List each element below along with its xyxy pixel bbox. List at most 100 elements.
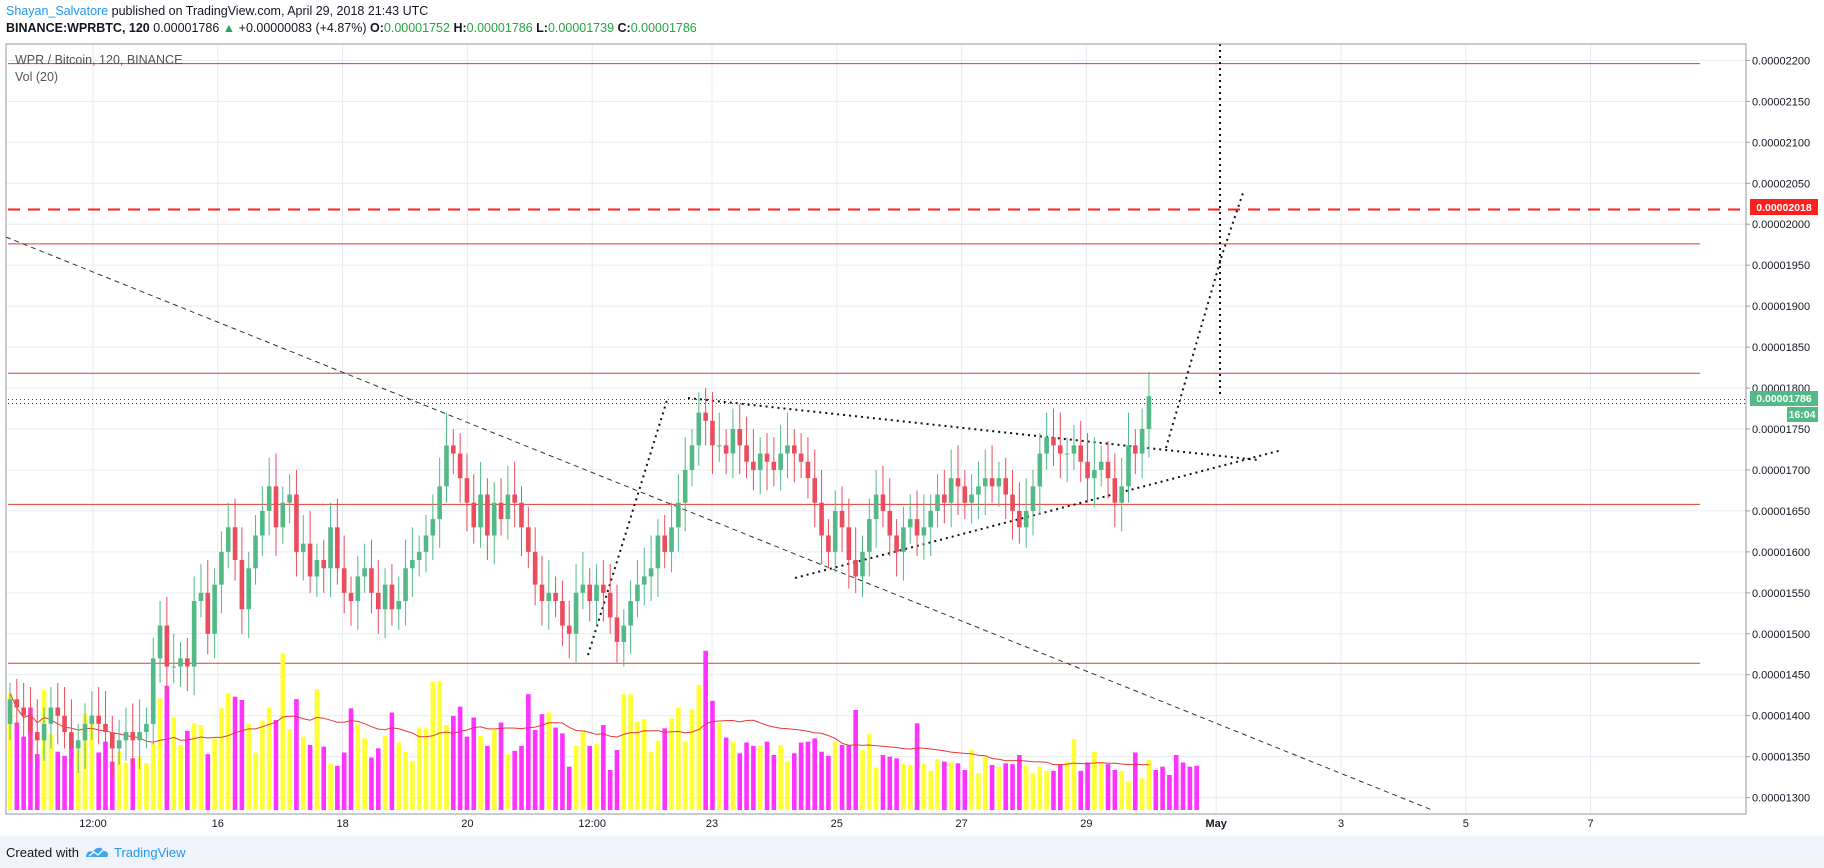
volume-bar <box>96 752 101 810</box>
volume-bar <box>901 764 906 810</box>
volume-bar <box>103 741 108 810</box>
volume-bars <box>7 650 1199 810</box>
candle-body <box>382 584 388 610</box>
volume-legend[interactable]: Vol (20) <box>15 70 58 84</box>
volume-bar <box>341 752 347 810</box>
candle-body <box>669 527 674 552</box>
candle-body <box>716 445 722 447</box>
volume-bar <box>744 742 749 810</box>
time-tick-label: 18 <box>336 818 348 830</box>
candle-body <box>607 592 613 618</box>
candle-body <box>730 429 736 454</box>
candle-body <box>219 551 224 585</box>
price-tick-label: 0.00002050 <box>1752 178 1810 190</box>
candle-body <box>566 625 572 634</box>
candle-body <box>614 617 620 642</box>
volume-bar <box>280 653 286 810</box>
author-link[interactable]: Shayan_Salvatore <box>6 4 109 18</box>
candle-body <box>662 535 668 552</box>
price-tick-label: 0.00001300 <box>1752 793 1810 805</box>
time-tick-label: 25 <box>831 818 843 830</box>
candle-body <box>1030 486 1036 511</box>
volume-bar <box>669 718 674 810</box>
tradingview-link[interactable]: TradingView <box>114 845 186 860</box>
candle-body <box>362 568 367 577</box>
volume-bar <box>55 751 61 810</box>
volume-bar <box>157 698 163 810</box>
price-axis[interactable]: 0.00001300 0.00001350 0.00001400 0.00001450… <box>1746 55 1810 805</box>
candle-body <box>1112 478 1118 503</box>
volume-bar <box>1133 752 1138 810</box>
volume-bar <box>641 719 647 810</box>
volume-bar <box>867 734 872 810</box>
open-value: 0.00001752 <box>383 21 450 35</box>
volume-bar <box>389 712 395 810</box>
candle-body <box>553 592 558 602</box>
candle-body <box>764 453 770 462</box>
candle-body <box>457 453 463 479</box>
volume-bar <box>560 733 565 810</box>
volume-bar <box>1051 770 1056 810</box>
volume-bar <box>996 766 1002 810</box>
current-price-badge <box>1750 391 1818 406</box>
volume-bar <box>437 680 442 810</box>
volume-bar <box>348 708 354 810</box>
candle-body <box>403 568 408 602</box>
candle-body <box>1092 469 1097 479</box>
volume-bar <box>532 730 538 810</box>
time-tick-label: 23 <box>706 818 718 830</box>
candle-body <box>335 527 340 569</box>
tradingview-logo-icon[interactable] <box>85 844 109 860</box>
candle-body <box>341 568 347 593</box>
volume-bar <box>362 738 367 810</box>
candle-body <box>55 707 61 716</box>
candle-body <box>601 584 606 593</box>
candle-body <box>955 478 961 487</box>
volume-bar <box>1092 751 1097 810</box>
volume-bar <box>969 750 974 810</box>
candle-body <box>901 527 906 552</box>
candle-body <box>798 453 804 462</box>
series-legend[interactable]: WPR / Bitcoin, 120, BINANCE <box>15 53 182 67</box>
candle-body <box>232 527 238 561</box>
volume-bar <box>839 745 845 810</box>
volume-bar <box>1023 765 1029 810</box>
candle-body <box>621 625 627 642</box>
volume-bar <box>205 754 211 810</box>
volume-bar <box>355 724 361 810</box>
candle-body <box>1057 445 1063 454</box>
volume-bar <box>962 770 968 810</box>
volume-bar <box>1098 762 1104 810</box>
time-tick-label: 20 <box>461 818 473 830</box>
volume-bar <box>34 754 40 810</box>
volume-bar <box>1030 773 1036 810</box>
candle-body <box>880 494 886 511</box>
candle-body <box>28 715 33 733</box>
low-value: 0.00001739 <box>547 21 615 35</box>
volume-bar <box>812 738 818 810</box>
volume-bar <box>89 724 95 810</box>
volume-bar <box>246 724 251 810</box>
candle-body <box>103 723 108 733</box>
time-tick-label: 3 <box>1338 818 1344 830</box>
candle-body <box>198 592 204 602</box>
volume-bar <box>266 707 272 810</box>
candle-body <box>819 502 824 536</box>
price-badges: 0.00002018 0.00001786 16:04 <box>1750 199 1818 422</box>
candle-body <box>178 658 183 667</box>
volume-bar <box>566 766 572 810</box>
volume-bar <box>737 753 743 810</box>
price-chart[interactable]: 0.00001300 0.00001350 0.00001400 0.00001450… <box>0 0 1824 836</box>
candle-body <box>246 568 251 610</box>
time-axis[interactable]: 12:00 16 18 20 12:00 23 25 27 29 May 3 5 7 <box>79 818 1593 830</box>
volume-bar <box>723 737 729 810</box>
candle-body <box>314 560 320 577</box>
volume-bar <box>880 755 886 810</box>
candle-body <box>962 486 968 503</box>
candle-body <box>1119 486 1124 503</box>
volume-bar <box>873 767 879 810</box>
candle-body <box>62 715 67 733</box>
volume-bar <box>928 770 933 810</box>
candle-body <box>444 445 449 487</box>
volume-bar <box>751 745 756 810</box>
